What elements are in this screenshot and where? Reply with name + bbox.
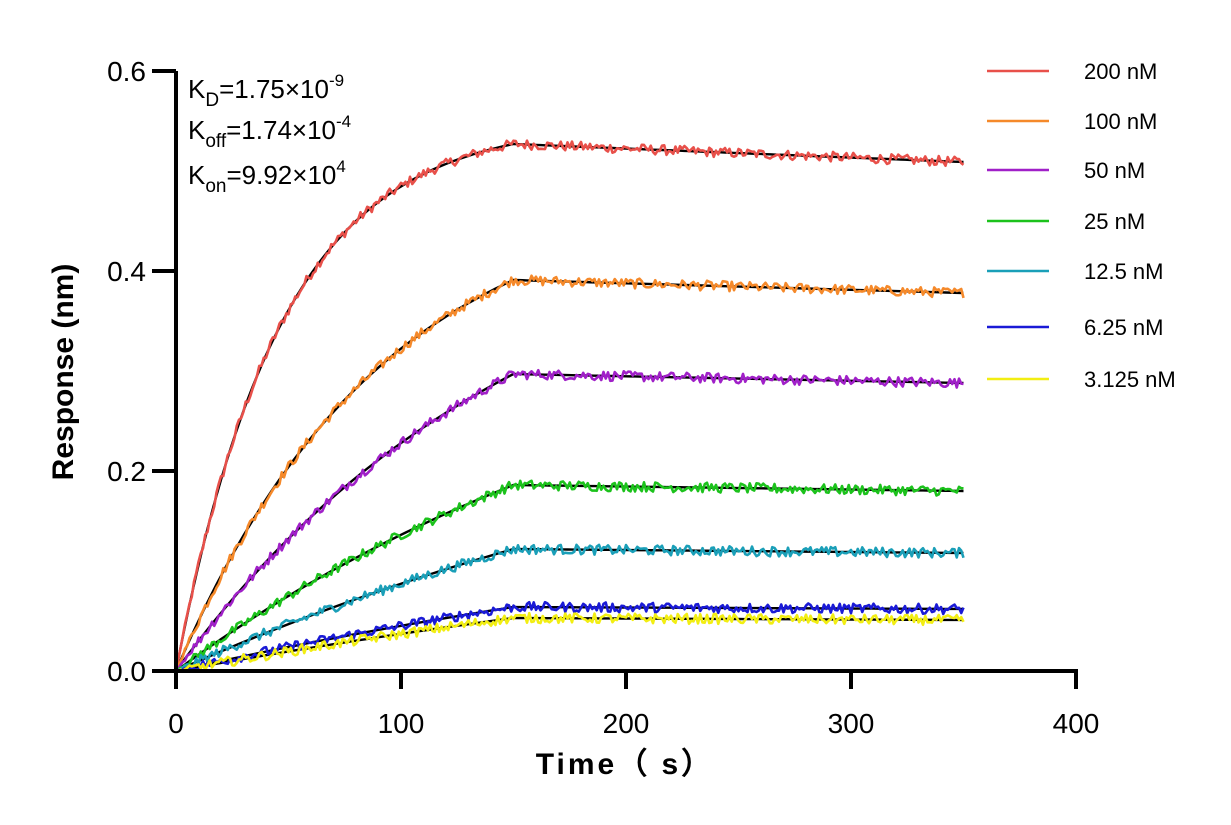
fit-curve-12-5-nm — [175, 547, 964, 673]
data-curve-12-5-nm — [175, 543, 965, 673]
legend-label-200-nm: 200 nM — [1084, 59, 1157, 84]
data-curve-100-nm — [174, 274, 965, 672]
kinetic-constant-off: Koff=1.74×10-4 — [188, 112, 351, 152]
y-axis-title: Response (nm) — [47, 264, 80, 481]
data-curves — [174, 139, 965, 673]
kinetic-constant-on: Kon=9.92×104 — [188, 157, 346, 197]
legend-label-100-nm: 100 nM — [1084, 109, 1157, 134]
x-tick-label: 300 — [828, 708, 875, 739]
x-axis-title: Time（ s） — [536, 747, 715, 781]
kinetic-constant-d: KD=1.75×10-9 — [188, 71, 344, 111]
data-curve-3-125-nm — [175, 611, 965, 673]
legend-label-12-5-nm: 12.5 nM — [1084, 259, 1164, 284]
data-curve-6-25-nm — [175, 600, 965, 673]
legend-label-25-nm: 25 nM — [1084, 209, 1145, 234]
fit-curve-50-nm — [175, 372, 964, 672]
x-tick-label: 200 — [603, 708, 650, 739]
fit-curve-100-nm — [174, 278, 964, 672]
legend-label-3-125-nm: 3.125 nM — [1084, 367, 1176, 392]
legend-label-6-25-nm: 6.25 nM — [1084, 315, 1164, 340]
x-tick-label: 0 — [168, 708, 184, 739]
legend-label-50-nm: 50 nM — [1084, 158, 1145, 183]
x-tick-label: 400 — [1053, 708, 1100, 739]
data-curve-200-nm — [174, 139, 965, 672]
data-curve-25-nm — [175, 479, 964, 673]
x-tick-label: 100 — [378, 708, 425, 739]
axes: 0 100 200 300 400 0.0 0.2 0.4 0.6 — [107, 56, 1099, 739]
fit-curves — [174, 142, 964, 673]
y-tick-label: 0.0 — [107, 656, 146, 687]
legend: 200 nM 100 nM 50 nM 25 nM 12.5 nM 6.25 nM 3.12… — [987, 59, 1176, 392]
y-tick-label: 0.2 — [107, 456, 146, 487]
data-curve-50-nm — [175, 368, 964, 672]
y-tick-label: 0.4 — [107, 256, 146, 287]
y-tick-label: 0.6 — [107, 56, 146, 87]
